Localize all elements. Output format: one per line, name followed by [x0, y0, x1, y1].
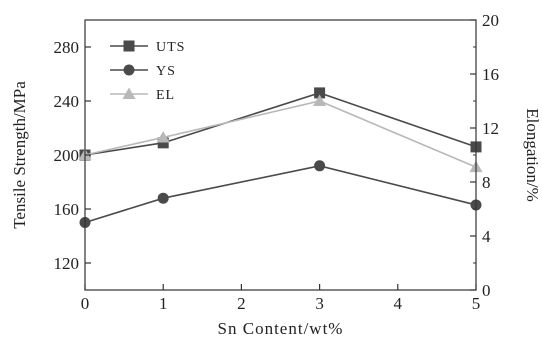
- y2-axis-title: Elongation/%: [523, 108, 542, 201]
- y-tick-label: 280: [54, 38, 80, 57]
- legend-marker: [123, 64, 135, 76]
- legend-item-el: EL: [110, 87, 175, 103]
- legend-marker: [122, 87, 136, 99]
- data-point-ys: [157, 192, 169, 204]
- y-tick-label: 160: [54, 200, 80, 219]
- legend-item-ys: YS: [110, 64, 176, 79]
- data-point-uts: [157, 137, 169, 149]
- legend-label: YS: [156, 64, 176, 79]
- series-line-el: [84, 100, 477, 168]
- data-point-uts: [314, 87, 326, 99]
- plot-frame: [84, 19, 477, 291]
- legend-label: EL: [156, 88, 175, 103]
- y-tick-label: 200: [54, 146, 80, 165]
- y-tick-label: 240: [54, 92, 80, 111]
- legend: UTS YS EL: [110, 40, 185, 103]
- data-point-ys: [314, 160, 326, 172]
- x-tick-label: 5: [472, 294, 481, 313]
- series-ys: [79, 160, 482, 228]
- series-line-ys: [84, 164, 477, 224]
- x-tick-label: 3: [315, 294, 324, 313]
- x-tick-label: 2: [237, 294, 246, 313]
- y-axis-title: Tensile Strength/MPa: [10, 81, 29, 229]
- y-tick-label: 120: [54, 254, 80, 273]
- x-tick-label: 1: [159, 294, 168, 313]
- data-point-el: [313, 94, 327, 106]
- y2-tick-label: 16: [482, 65, 499, 84]
- y2-tick-label: 8: [482, 173, 491, 192]
- series-line-uts: [84, 92, 477, 156]
- y2-tick-label: 0: [482, 281, 491, 300]
- series-uts: [79, 87, 482, 161]
- x-tick-label: 0: [81, 294, 90, 313]
- y2-tick-label: 20: [482, 11, 499, 30]
- legend-item-uts: UTS: [110, 40, 185, 55]
- x-axis-title: Sn Content/wt%: [218, 319, 344, 338]
- legend-marker: [123, 40, 135, 52]
- series-layer: [78, 87, 483, 228]
- x-tick-label: 4: [394, 294, 403, 313]
- data-point-el: [156, 130, 170, 143]
- legend-label: UTS: [156, 40, 185, 55]
- y2-tick-label: 12: [482, 119, 499, 138]
- y2-tick-label: 4: [482, 227, 491, 246]
